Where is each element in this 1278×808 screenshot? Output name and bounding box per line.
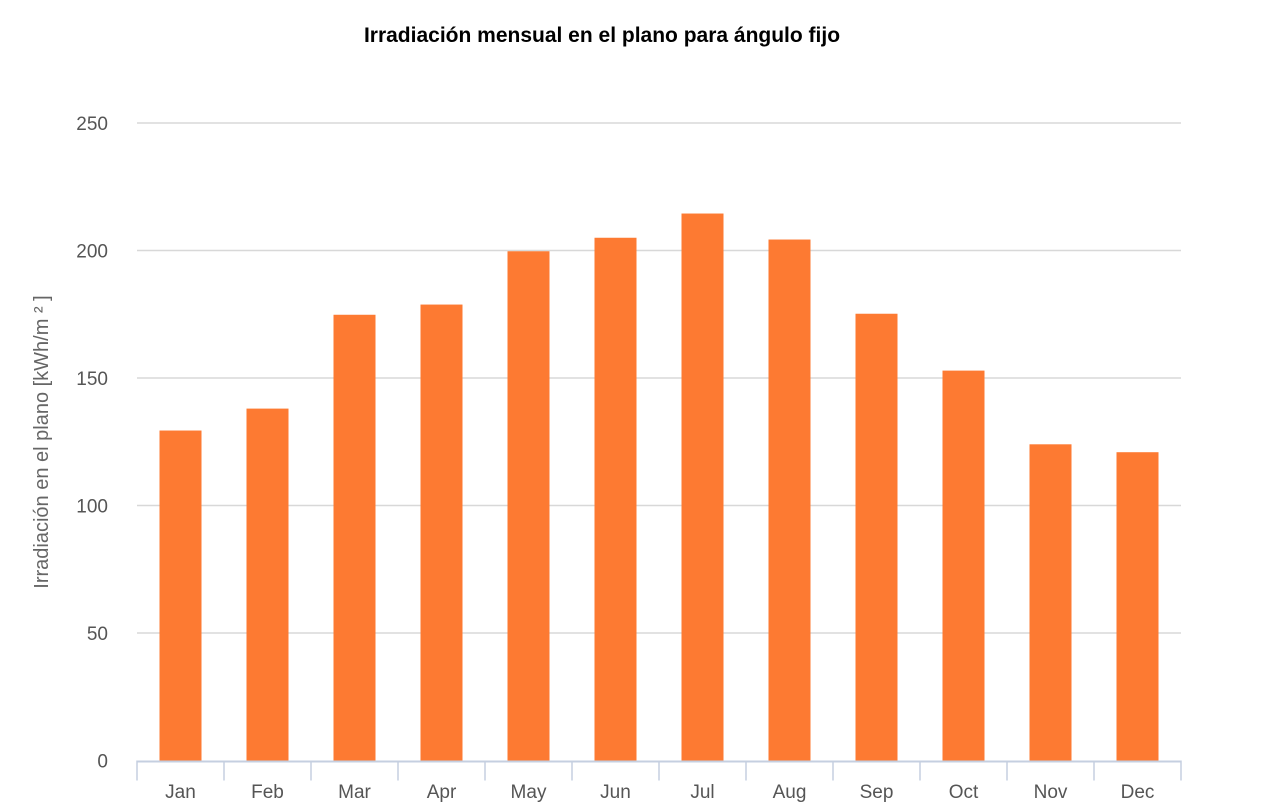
bar-sep [855,313,898,761]
x-tick-label: Jan [165,782,196,803]
bar-mar [333,314,376,761]
y-axis-label: Irradiación en el plano [kWh/m ² ] [31,295,53,588]
y-tick-label: 0 [97,752,108,773]
bar-dec [1116,452,1159,761]
bar-aug [768,239,811,761]
x-tick-label: Sep [860,782,894,803]
bar-feb [246,408,289,761]
y-tick-label: 150 [76,369,108,390]
chart-title: Irradiación mensual en el plano para áng… [363,24,841,47]
x-tick-label: Nov [1034,782,1068,803]
bar-oct [942,370,985,761]
x-tick-label: Aug [773,782,807,803]
bar-may [507,251,550,761]
y-tick-label: 200 [76,242,108,263]
y-tick-label: 250 [76,114,108,135]
x-tick-label: Mar [338,782,371,803]
x-tick-label: Oct [949,782,979,803]
bar-apr [420,304,463,761]
bar-jun [594,237,637,761]
x-tick-label: May [511,782,547,803]
y-tick-label: 100 [76,497,108,518]
bar-nov [1029,444,1072,761]
x-tick-label: Dec [1121,782,1155,803]
x-tick-label: Jun [600,782,631,803]
x-tick-label: Feb [251,782,284,803]
y-tick-label: 50 [87,624,108,645]
x-tick-label: Apr [427,782,457,803]
bar-jul [681,213,724,761]
x-tick-label: Jul [690,782,714,803]
bar-jan [159,430,202,761]
